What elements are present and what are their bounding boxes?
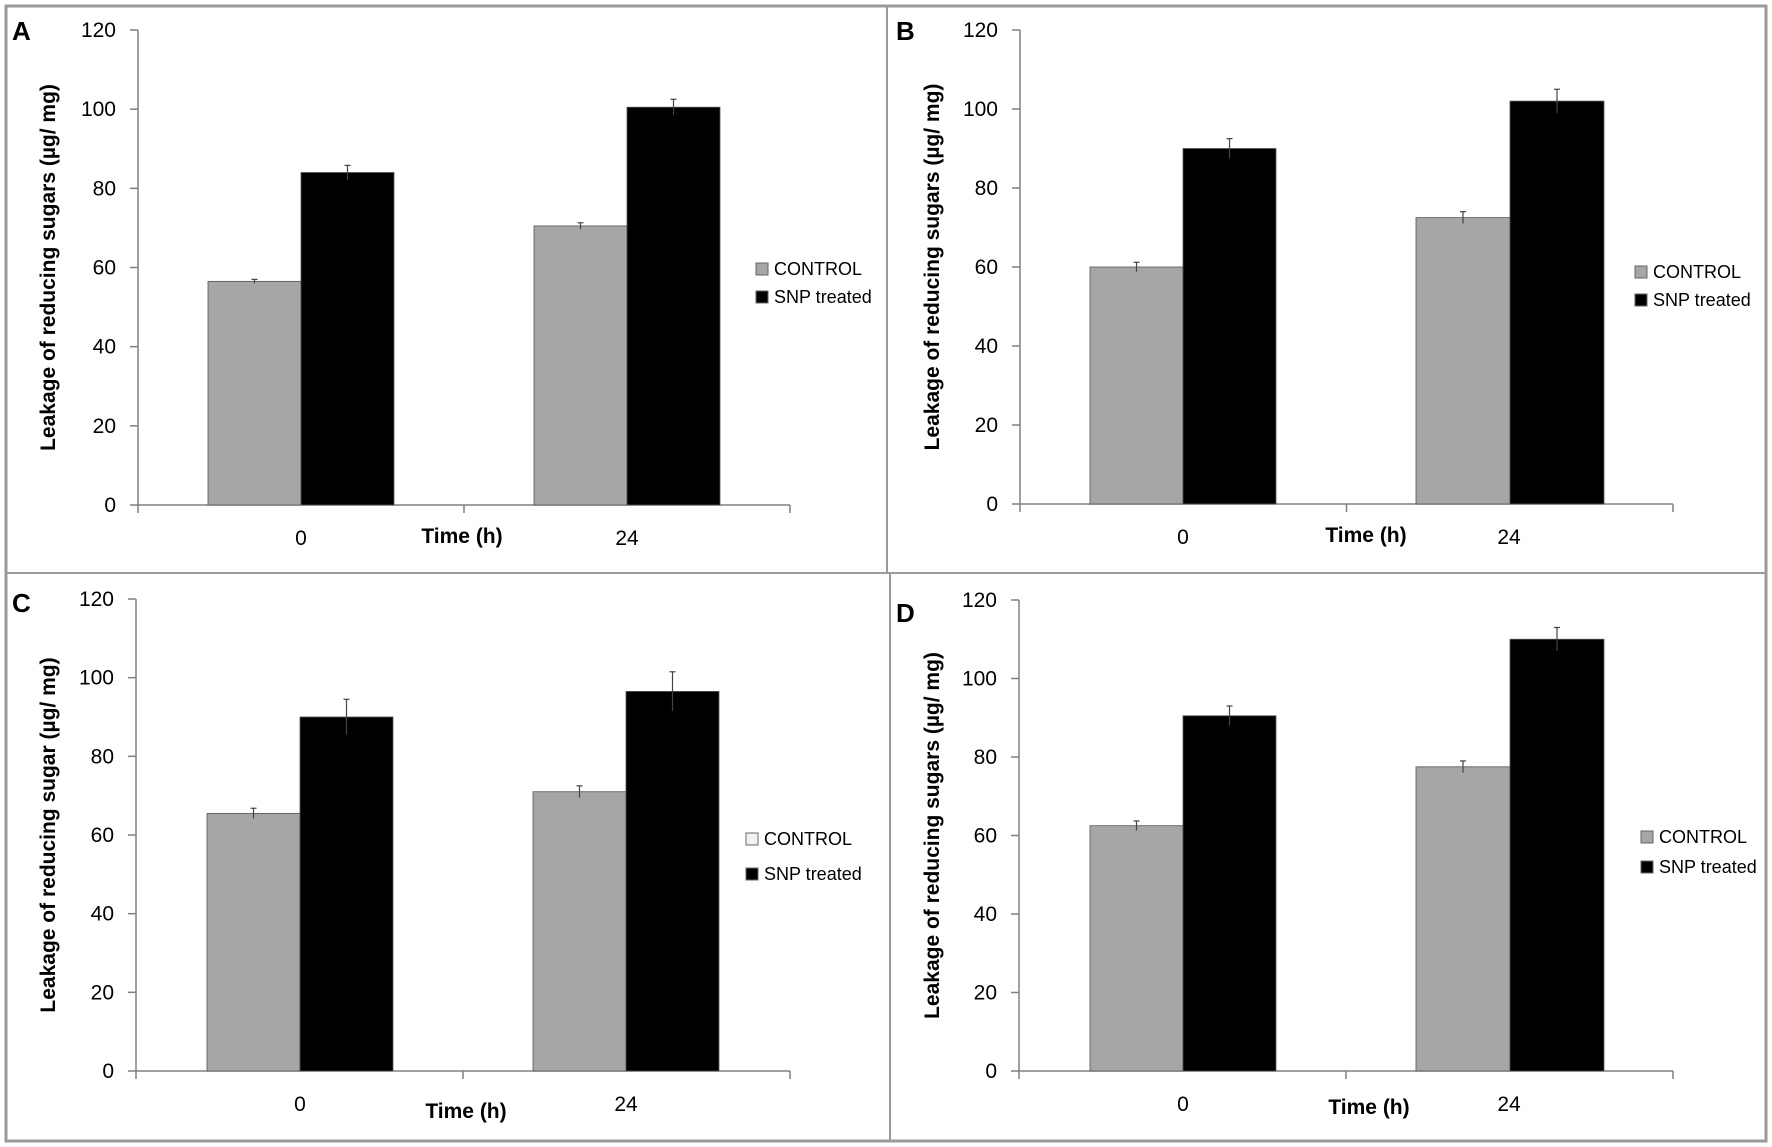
panel-c-legend-label-control: CONTROL	[764, 829, 852, 849]
panel-d-y-tick-label: 20	[974, 982, 997, 1005]
panel-c-x-axis-title: Time (h)	[425, 1100, 506, 1123]
panel-b-y-axis-title: Leakage of reducing sugars (µg/ mg)	[921, 84, 944, 451]
panel-c-y-tick-label: 60	[91, 824, 114, 847]
panel-c-y-tick-label: 0	[102, 1060, 114, 1083]
panel-a-bar-snp-treated-0	[300, 172, 395, 506]
panel-d-chart: D 0 20 40 60 80 100 120 0 24 Time (h) Leakage of re…	[896, 589, 1757, 1119]
panel-d-y-tick-label: 0	[985, 1060, 997, 1083]
panel-b-y-tick-label: 40	[975, 335, 998, 358]
panel-a-y-tick-label: 120	[81, 19, 116, 42]
panel-d-legend-label-snp-treated: SNP treated	[1659, 857, 1757, 877]
panel-c-chart: C 0 20 40 60 80 100 120 0 24 Time (h) Leakage of re…	[12, 588, 862, 1123]
panel-c-y-tick-label: 40	[91, 903, 114, 926]
panel-d-x-category-label: 0	[1177, 1093, 1189, 1116]
panel-d-bar-control-0	[1089, 825, 1184, 1072]
panel-a-bar-control-24	[533, 225, 628, 506]
panel-d-legend-label-control: CONTROL	[1659, 827, 1747, 847]
panel-b-bar-control-0	[1089, 266, 1184, 505]
panel-c-y-tick-label: 80	[91, 745, 114, 768]
panel-b-bar-snp-treated-24	[1509, 100, 1605, 505]
panel-b-x-category-label: 24	[1497, 526, 1521, 549]
panel-c-bar-control-24	[532, 791, 627, 1072]
panel-a-y-tick-label: 0	[104, 494, 116, 517]
panel-d-letter: D	[896, 598, 915, 628]
panel-b-legend-swatch-snp-treated	[1634, 293, 1648, 307]
panel-b-y-tick-label: 120	[963, 19, 998, 42]
panel-c-bar-control-0	[206, 812, 301, 1072]
panel-c-y-tick-label: 120	[79, 588, 114, 611]
panel-a-y-axis-title: Leakage of reducing sugars (µg/ mg)	[37, 84, 60, 451]
panel-c-legend-label-snp-treated: SNP treated	[764, 864, 862, 884]
panel-a-legend-label-control: CONTROL	[774, 259, 862, 279]
panel-a-letter: A	[12, 16, 31, 46]
panel-d-y-tick-label: 80	[974, 746, 997, 769]
panel-b-x-axis-title: Time (h)	[1325, 524, 1406, 547]
panel-a-y-tick-label: 60	[93, 257, 116, 280]
panel-c-y-tick-label: 20	[91, 981, 114, 1004]
panel-a-x-category-label: 0	[295, 527, 307, 550]
panel-c-bar-snp-treated-24	[625, 691, 720, 1072]
panel-a-y-tick-label: 20	[93, 415, 116, 438]
panel-c-x-category-label: 24	[614, 1093, 638, 1116]
panel-b-y-tick-label: 60	[975, 256, 998, 279]
panel-a-chart: A 0 20 40 60 80 100 120 0 24 Time (h) Leakage of re…	[12, 16, 872, 550]
panel-a-y-tick-label: 40	[93, 336, 116, 359]
panel-a-bar-snp-treated-24	[626, 106, 721, 506]
panel-d-y-tick-label: 60	[974, 825, 997, 848]
panel-b-y-tick-label: 0	[986, 493, 998, 516]
panel-c-legend-swatch-control	[745, 832, 759, 846]
panel-a-legend-label-snp-treated: SNP treated	[774, 287, 872, 307]
panel-c-y-tick-label: 100	[79, 667, 114, 690]
panel-a-bar-control-0	[207, 280, 302, 506]
panel-c-legend-swatch-snp-treated	[745, 867, 759, 881]
panel-b-letter: B	[896, 16, 915, 46]
panel-a-legend-swatch-control	[755, 262, 769, 276]
panel-c-y-axis-title: Leakage of reducing sugar (µg/ mg)	[37, 657, 60, 1012]
panel-b-bar-snp-treated-0	[1182, 148, 1277, 505]
panel-c-x-category-label: 0	[294, 1093, 306, 1116]
panel-d-bar-snp-treated-24	[1509, 638, 1605, 1072]
panel-d-bar-control-24	[1415, 766, 1511, 1072]
panel-b-y-tick-label: 80	[975, 177, 998, 200]
panel-d-x-axis-title: Time (h)	[1328, 1096, 1409, 1119]
panel-d-y-axis-title: Leakage of reducing sugars (µg/ mg)	[921, 652, 944, 1019]
panel-d-legend-swatch-control	[1640, 830, 1654, 844]
panel-d-y-tick-label: 120	[962, 589, 997, 612]
panel-b-legend-swatch-control	[1634, 265, 1648, 279]
panel-d-y-tick-label: 100	[962, 668, 997, 691]
panel-d-x-category-label: 24	[1497, 1093, 1521, 1116]
panel-b-x-category-label: 0	[1177, 526, 1189, 549]
panel-d-bar-snp-treated-0	[1182, 715, 1277, 1072]
panel-a-x-category-label: 24	[615, 527, 639, 550]
panel-b-y-tick-label: 20	[975, 414, 998, 437]
panel-d-legend-swatch-snp-treated	[1640, 860, 1654, 874]
panel-d-y-tick-label: 40	[974, 903, 997, 926]
panel-a-legend-swatch-snp-treated	[755, 290, 769, 304]
panel-b-y-tick-label: 100	[963, 98, 998, 121]
panel-b-bar-control-24	[1415, 217, 1511, 505]
panel-a-y-tick-label: 100	[81, 98, 116, 121]
panel-a-y-tick-label: 80	[93, 177, 116, 200]
panel-c-bar-snp-treated-0	[299, 716, 394, 1072]
panel-a-x-axis-title: Time (h)	[421, 525, 502, 548]
panel-b-legend-label-snp-treated: SNP treated	[1653, 290, 1751, 310]
panel-c-letter: C	[12, 588, 31, 618]
panel-b-legend-label-control: CONTROL	[1653, 262, 1741, 282]
panel-b-chart: B 0 20 40 60 80 100 120 0 24 Time (h) Leakage of re…	[896, 16, 1751, 549]
